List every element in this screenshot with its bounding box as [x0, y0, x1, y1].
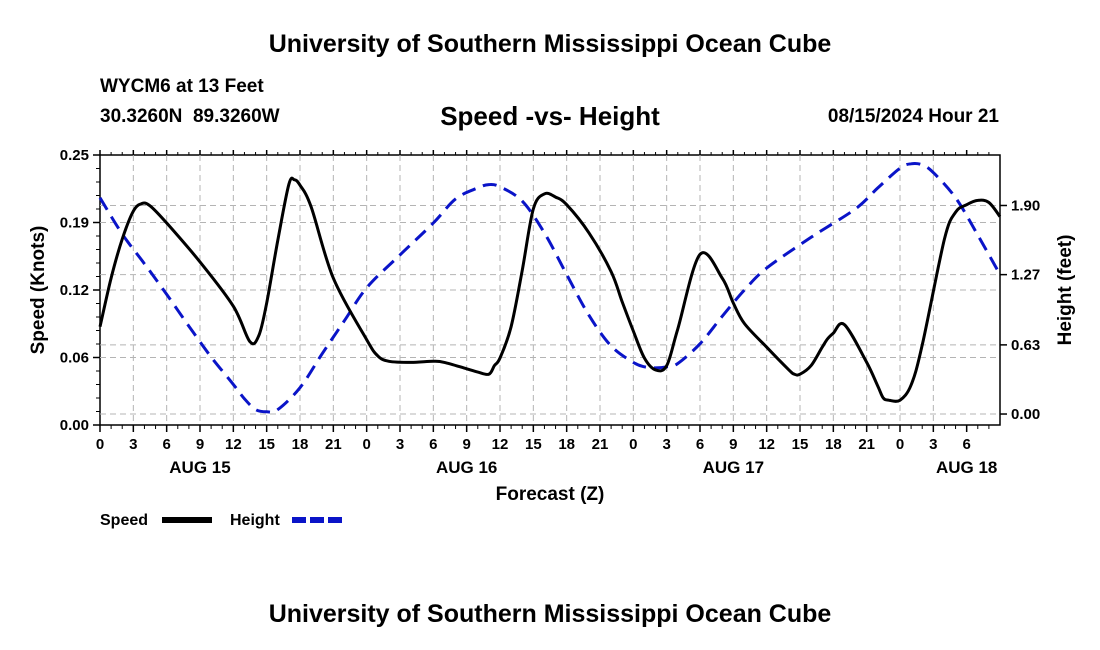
speed-series-line [98, 176, 1002, 403]
x-axis-title: Forecast (Z) [496, 484, 605, 505]
x-tick-label: 6 [962, 436, 970, 453]
x-tick-label: 18 [558, 436, 575, 453]
x-tick-label: 0 [896, 436, 904, 453]
x-tick-label: 9 [196, 436, 204, 453]
x-tick-label: 6 [429, 436, 437, 453]
x-tick-label: 0 [96, 436, 104, 453]
legend-height-label: Height [230, 512, 280, 529]
left-tick-label: 0.19 [60, 215, 89, 232]
x-tick-label: 12 [758, 436, 775, 453]
x-tick-label: 21 [858, 436, 875, 453]
x-tick-label: 6 [696, 436, 704, 453]
station-coordinates: 30.3260N 89.3260W [100, 106, 280, 127]
x-tick-label: 9 [462, 436, 470, 453]
x-tick-label: 3 [929, 436, 937, 453]
x-tick-label: 9 [729, 436, 737, 453]
x-date-label: AUG 17 [703, 458, 764, 477]
grid-lines [100, 155, 1000, 425]
x-date-label: AUG 16 [436, 458, 497, 477]
footer-title: University of Southern Mississippi Ocean… [268, 600, 832, 628]
left-y-axis: 0.00 0.06 0.12 0.19 0.25 [60, 147, 100, 434]
left-tick-label: 0.12 [60, 282, 89, 299]
x-tick-label: 21 [592, 436, 609, 453]
top-axis-ticks [99, 150, 990, 155]
x-tick-label: 15 [525, 436, 542, 453]
x-tick-label: 12 [492, 436, 509, 453]
x-tick-label: 3 [396, 436, 404, 453]
station-label: WYCM6 at 13 Feet [100, 76, 264, 97]
left-tick-label: 0.00 [60, 417, 89, 434]
legend-speed-label: Speed [100, 512, 148, 529]
x-tick-label: 12 [225, 436, 242, 453]
forecast-datetime: 08/15/2024 Hour 21 [827, 106, 999, 127]
x-tick-label: 0 [629, 436, 637, 453]
x-tick-label: 0 [362, 436, 370, 453]
x-date-label: AUG 18 [936, 458, 997, 477]
left-axis-title: Speed (Knots) [28, 226, 49, 355]
x-tick-label: 21 [325, 436, 342, 453]
report-title: University of Southern Mississippi Ocean… [268, 30, 832, 58]
x-tick-label: 18 [825, 436, 842, 453]
x-tick-label: 15 [258, 436, 275, 453]
right-tick-label: 1.27 [1011, 267, 1040, 284]
right-y-axis: 0.00 0.63 1.27 1.90 [1000, 197, 1040, 423]
x-tick-label: 18 [292, 436, 309, 453]
x-tick-label: 3 [129, 436, 137, 453]
x-tick-label: 15 [792, 436, 809, 453]
right-axis-title: Height (feet) [1055, 235, 1076, 346]
x-axis: 0 3 6 9 12 15 18 21 0 3 6 9 12 15 18 21 0 3 6 9 12 15 18 21 0 3 6 A… [96, 425, 997, 477]
series-layer [98, 161, 1002, 414]
left-tick-label: 0.06 [60, 350, 89, 367]
height-series-line [98, 161, 1002, 414]
x-tick-label: 3 [662, 436, 670, 453]
chart-subtitle: Speed -vs- Height [440, 101, 660, 131]
right-tick-label: 0.63 [1011, 337, 1040, 354]
x-tick-label: 6 [162, 436, 170, 453]
right-tick-label: 1.90 [1011, 197, 1040, 214]
right-tick-label: 0.00 [1011, 406, 1040, 423]
x-date-label: AUG 15 [169, 458, 230, 477]
left-tick-label: 0.25 [60, 147, 89, 164]
